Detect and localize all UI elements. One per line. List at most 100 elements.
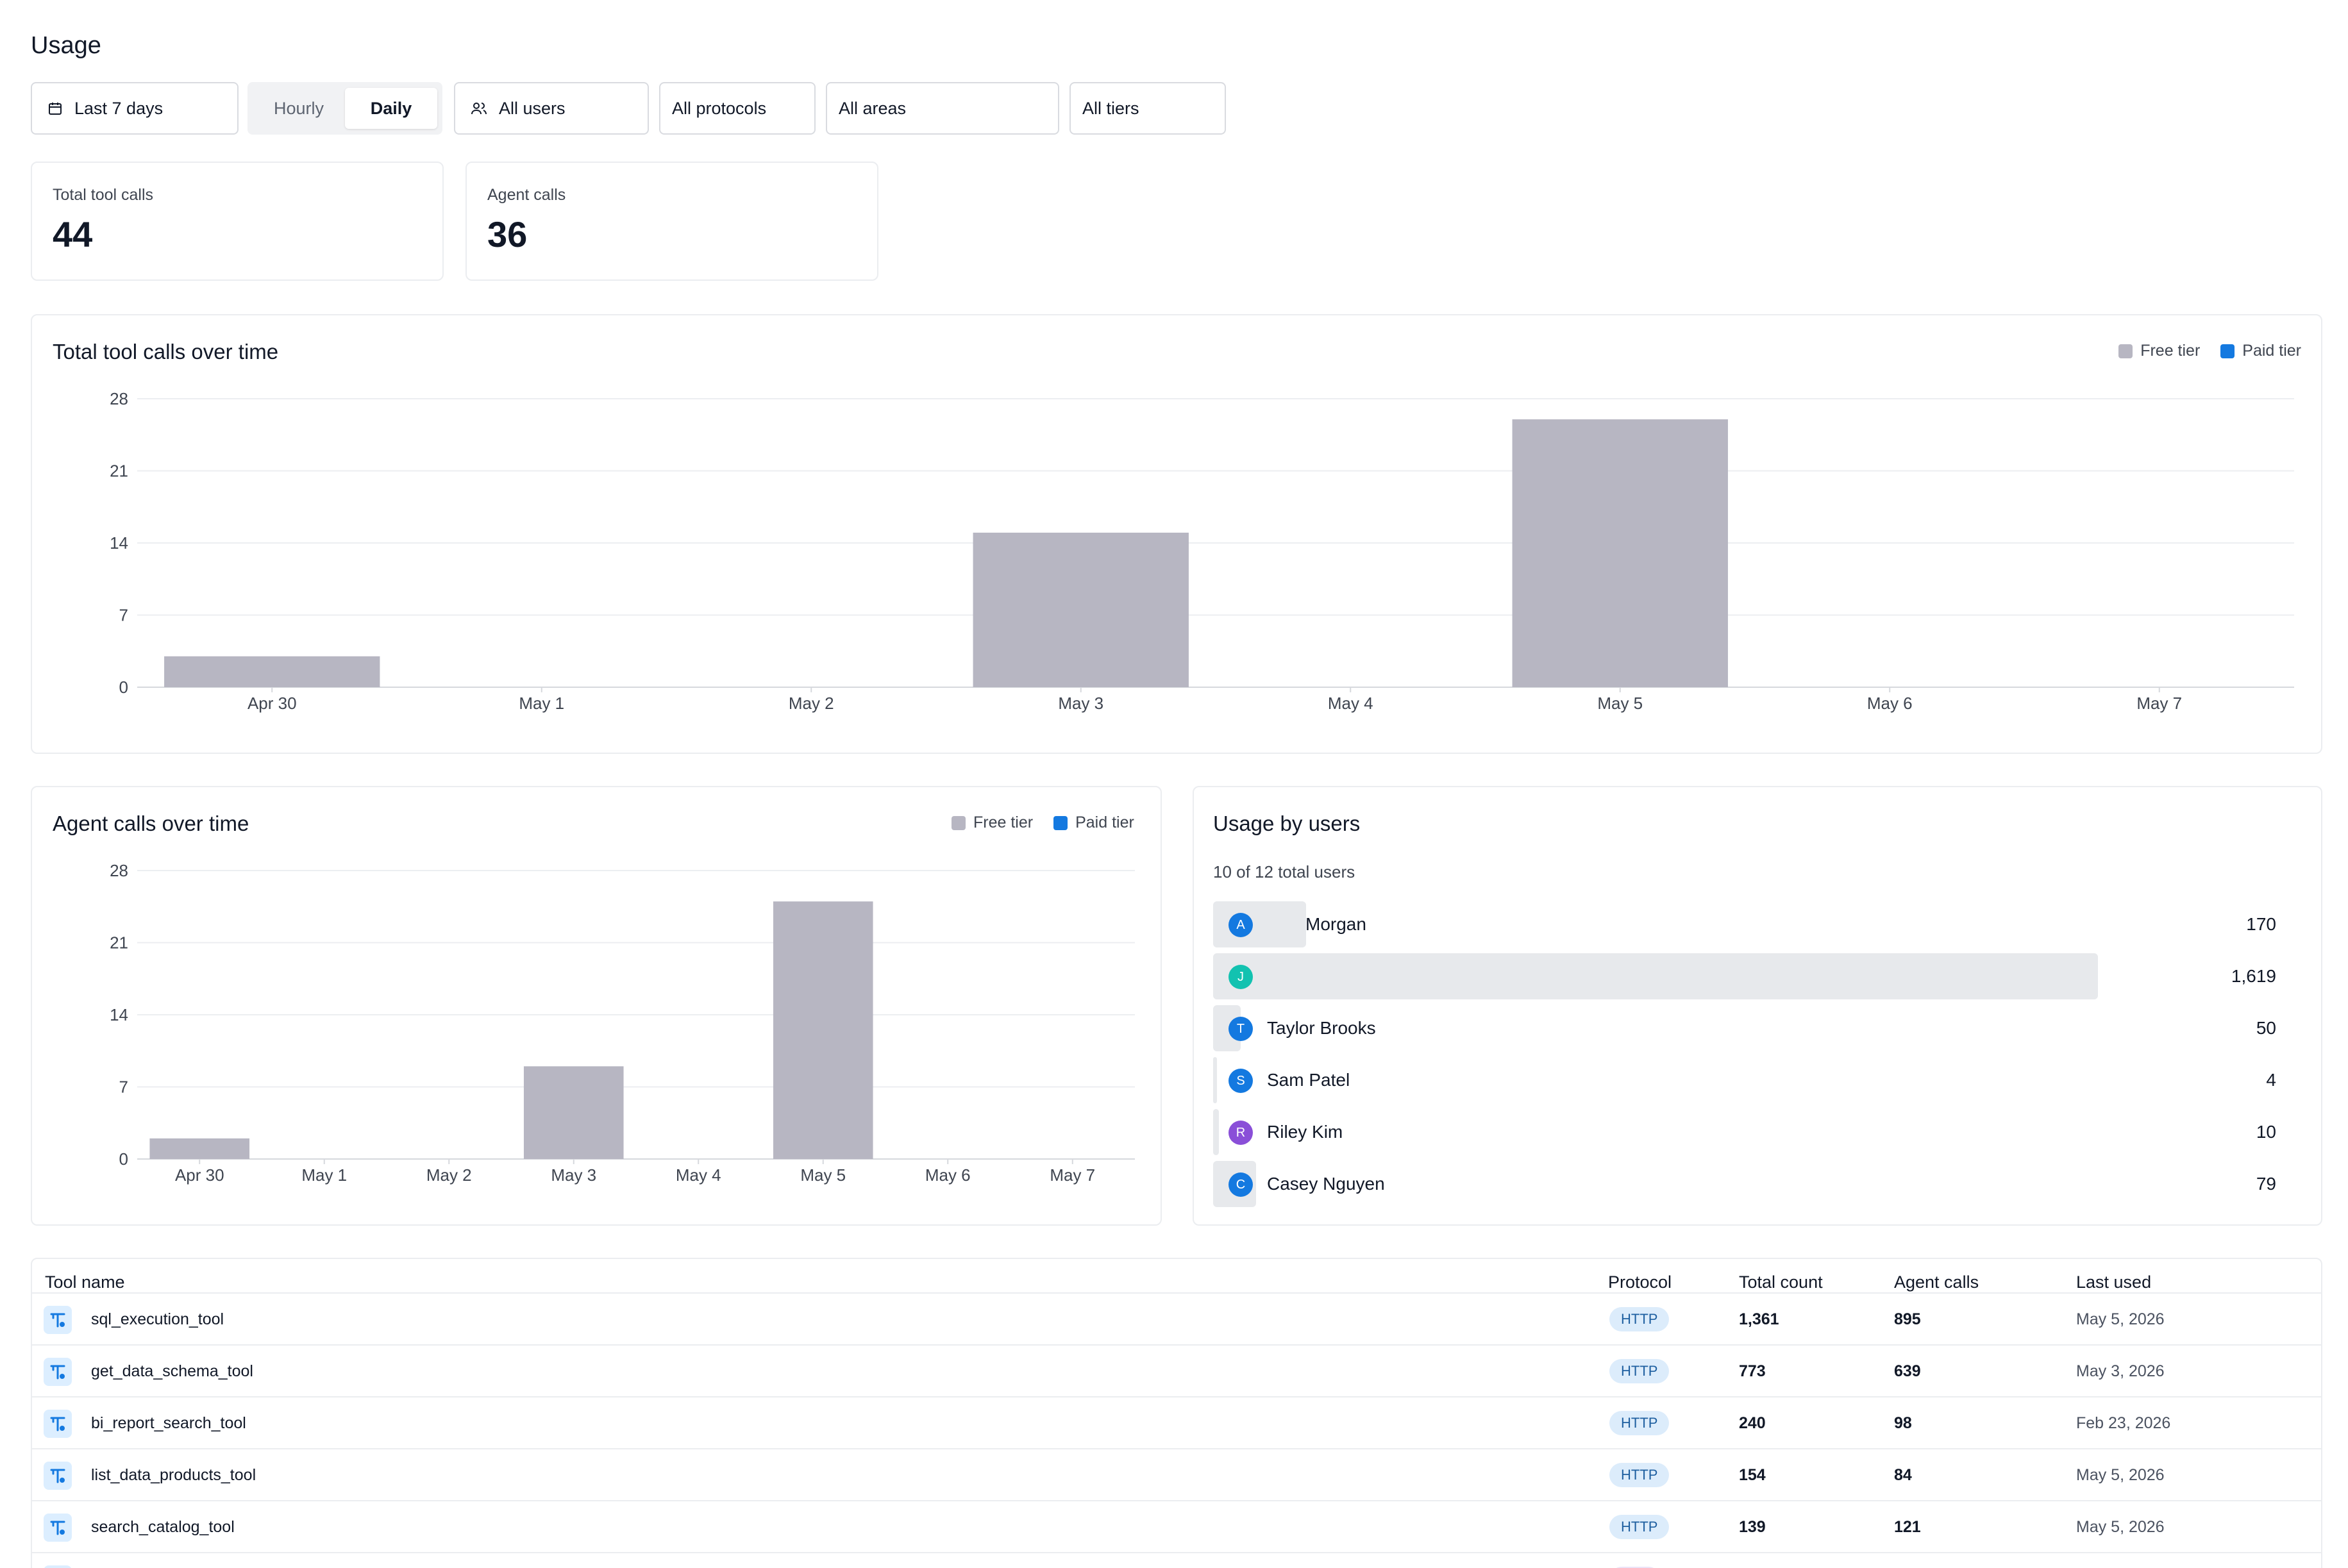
users-icon bbox=[471, 103, 487, 115]
x-tick-label: May 7 bbox=[2136, 694, 2182, 713]
y-tick-label: 0 bbox=[119, 678, 128, 697]
hourly-option[interactable]: Hourly bbox=[273, 98, 324, 118]
chart-legend: Free tier Paid tier bbox=[2098, 342, 2301, 360]
tool-icon bbox=[44, 1306, 72, 1334]
avatar: T bbox=[1229, 1017, 1253, 1041]
legend-paid-tier: Paid tier bbox=[2220, 342, 2301, 360]
protocol-badge: HTTP bbox=[1609, 1515, 1670, 1539]
areas-filter-label: All areas bbox=[839, 98, 907, 118]
protocols-filter-label: All protocols bbox=[672, 98, 767, 118]
col-protocol[interactable]: Protocol bbox=[1608, 1272, 1672, 1292]
chart-title: Total tool calls over time bbox=[53, 340, 279, 363]
user-name: Taylor Brooks bbox=[1267, 1018, 1376, 1038]
user-name: Casey Nguyen bbox=[1267, 1174, 1385, 1194]
page-title: Usage bbox=[31, 32, 101, 59]
x-tick-label: May 2 bbox=[789, 694, 834, 713]
user-count: 50 bbox=[2256, 1018, 2276, 1038]
agent-calls: 84 bbox=[1894, 1466, 1912, 1484]
avatar: C bbox=[1229, 1172, 1253, 1197]
tool-icon bbox=[44, 1358, 72, 1386]
user-count: 170 bbox=[2246, 914, 2276, 934]
x-tick-label: May 3 bbox=[551, 1165, 596, 1185]
user-row[interactable]: R Riley Kim 10 bbox=[1213, 1109, 2294, 1155]
last-used: May 5, 2026 bbox=[2076, 1310, 2165, 1328]
x-tick-label: May 5 bbox=[1597, 694, 1643, 713]
y-tick-label: 0 bbox=[119, 1149, 128, 1169]
x-tick-label: May 1 bbox=[301, 1165, 347, 1185]
usage-by-users-card bbox=[1193, 786, 2322, 1226]
x-tick-label: May 2 bbox=[426, 1165, 472, 1185]
y-tick-label: 7 bbox=[119, 1078, 128, 1097]
col-tool-name[interactable]: Tool name bbox=[45, 1272, 125, 1292]
table-row[interactable] bbox=[31, 1552, 2322, 1568]
y-tick-label: 7 bbox=[119, 606, 128, 625]
date-range-filter[interactable]: Last 7 days bbox=[31, 82, 239, 135]
user-name: Sam Patel bbox=[1267, 1070, 1350, 1090]
stat-value: 36 bbox=[487, 214, 528, 254]
avatar: S bbox=[1229, 1069, 1253, 1093]
table-row[interactable]: list_data_products_tool HTTP 154 84 May 5, 2… bbox=[31, 1448, 2322, 1500]
tool-icon bbox=[44, 1410, 72, 1438]
user-name: Morgan bbox=[1305, 914, 1366, 934]
bar-free-tier[interactable] bbox=[973, 532, 1189, 687]
user-row[interactable]: T Taylor Brooks 50 bbox=[1213, 1005, 2294, 1051]
y-tick-label: 28 bbox=[110, 861, 128, 880]
stat-label: Total tool calls bbox=[53, 186, 154, 204]
users-filter-label: All users bbox=[499, 98, 566, 118]
table-row[interactable]: sql_execution_tool HTTP 1,361 895 May 5, 202… bbox=[31, 1292, 2322, 1344]
granularity-toggle: Hourly Daily bbox=[247, 82, 442, 135]
tool-icon bbox=[44, 1565, 72, 1568]
total-count: 139 bbox=[1739, 1518, 1766, 1536]
user-usage-bar bbox=[1213, 953, 2098, 999]
agent-calls: 98 bbox=[1894, 1414, 1912, 1432]
col-last-used[interactable]: Last used bbox=[2076, 1272, 2152, 1292]
table-row[interactable]: search_catalog_tool HTTP 139 121 May 5, 2026 bbox=[31, 1500, 2322, 1552]
agent-calls: 895 bbox=[1894, 1310, 1921, 1328]
user-row[interactable]: A Morgan 170 bbox=[1213, 901, 2294, 947]
protocol-badge bbox=[1609, 1567, 1661, 1568]
calendar-icon bbox=[49, 103, 62, 115]
total-count: 154 bbox=[1739, 1466, 1766, 1484]
y-tick-label: 21 bbox=[110, 462, 128, 481]
total-tool-calls-card: Total tool calls 44 bbox=[31, 162, 444, 281]
table-row[interactable]: bi_report_search_tool HTTP 240 98 Feb 23, 20… bbox=[31, 1396, 2322, 1448]
user-row[interactable]: S Sam Patel 4 bbox=[1213, 1057, 2294, 1103]
bar-free-tier[interactable] bbox=[1512, 419, 1728, 687]
daily-option[interactable]: Daily bbox=[345, 88, 437, 129]
stat-value: 44 bbox=[53, 214, 93, 254]
bar-free-tier[interactable] bbox=[523, 1066, 624, 1159]
agent-calls: 639 bbox=[1894, 1362, 1921, 1380]
x-tick-label: May 6 bbox=[1867, 694, 1913, 713]
col-total-count[interactable]: Total count bbox=[1739, 1272, 1823, 1292]
legend-free-tier: Free tier bbox=[2118, 342, 2200, 360]
areas-filter[interactable]: All areas bbox=[826, 82, 1059, 135]
protocols-filter[interactable]: All protocols bbox=[659, 82, 816, 135]
protocol-badge: HTTP bbox=[1609, 1463, 1670, 1487]
user-usage-bar bbox=[1213, 901, 1306, 947]
user-row[interactable]: J 1,619 bbox=[1213, 953, 2294, 999]
user-row[interactable]: C Casey Nguyen 79 bbox=[1213, 1161, 2294, 1207]
avatar: A bbox=[1229, 913, 1253, 937]
x-tick-label: May 7 bbox=[1050, 1165, 1095, 1185]
last-used: May 5, 2026 bbox=[2076, 1518, 2165, 1536]
y-tick-label: 21 bbox=[110, 933, 128, 953]
total-count: 240 bbox=[1739, 1414, 1766, 1432]
bar-free-tier[interactable] bbox=[149, 1138, 250, 1159]
col-agent-calls[interactable]: Agent calls bbox=[1894, 1272, 1979, 1292]
usage-by-users-title: Usage by users bbox=[1213, 812, 1361, 835]
bar-free-tier[interactable] bbox=[164, 656, 380, 687]
tool-name: list_data_products_tool bbox=[91, 1466, 256, 1484]
protocol-badge: HTTP bbox=[1609, 1411, 1670, 1435]
users-filter[interactable]: All users bbox=[454, 82, 649, 135]
y-tick-label: 14 bbox=[110, 1005, 128, 1024]
x-tick-label: May 6 bbox=[925, 1165, 971, 1185]
protocol-badge: HTTP bbox=[1609, 1359, 1670, 1383]
table-row[interactable]: get_data_schema_tool HTTP 773 639 May 3, 202… bbox=[31, 1344, 2322, 1396]
chart-title: Agent calls over time bbox=[53, 812, 249, 835]
user-name: Riley Kim bbox=[1267, 1122, 1343, 1142]
legend-paid-tier: Paid tier bbox=[1053, 813, 1134, 832]
avatar: J bbox=[1229, 965, 1253, 989]
tiers-filter[interactable]: All tiers bbox=[1069, 82, 1226, 135]
bar-free-tier[interactable] bbox=[773, 901, 873, 1159]
date-range-label: Last 7 days bbox=[74, 98, 164, 118]
